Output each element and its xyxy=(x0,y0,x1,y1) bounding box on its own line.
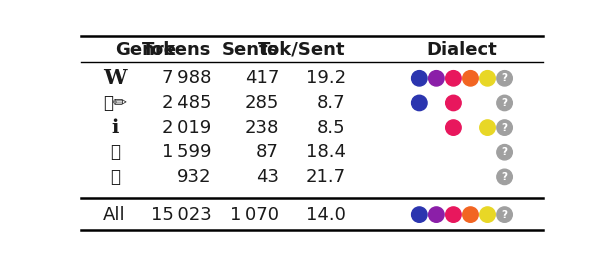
Circle shape xyxy=(497,144,513,160)
Text: 📋: 📋 xyxy=(110,168,120,186)
Circle shape xyxy=(497,71,513,86)
Circle shape xyxy=(412,207,427,222)
Text: 285: 285 xyxy=(244,94,279,112)
Text: ✨✏: ✨✏ xyxy=(103,94,126,112)
Text: All: All xyxy=(103,206,126,224)
Text: 15 023: 15 023 xyxy=(151,206,212,224)
Text: 238: 238 xyxy=(244,119,279,137)
Circle shape xyxy=(463,71,478,86)
Text: 21.7: 21.7 xyxy=(306,168,346,186)
Text: W: W xyxy=(103,68,126,88)
Text: 2 485: 2 485 xyxy=(162,94,212,112)
Text: 87: 87 xyxy=(256,143,279,161)
Text: 18.4: 18.4 xyxy=(306,143,346,161)
Text: Tokens: Tokens xyxy=(142,41,212,59)
Text: ?: ? xyxy=(502,98,508,108)
Text: 43: 43 xyxy=(256,168,279,186)
Circle shape xyxy=(412,71,427,86)
Text: 417: 417 xyxy=(244,69,279,87)
Text: 932: 932 xyxy=(177,168,212,186)
Circle shape xyxy=(463,207,478,222)
Text: Sents: Sents xyxy=(222,41,279,59)
Circle shape xyxy=(429,207,444,222)
Text: ?: ? xyxy=(502,147,508,157)
Text: Genre: Genre xyxy=(115,41,176,59)
Text: Tok/Sent: Tok/Sent xyxy=(258,41,346,59)
Circle shape xyxy=(480,120,496,135)
Text: ?: ? xyxy=(502,73,508,83)
Circle shape xyxy=(497,120,513,135)
Text: 8.5: 8.5 xyxy=(317,119,346,137)
Circle shape xyxy=(429,71,444,86)
Text: Dialect: Dialect xyxy=(427,41,497,59)
Circle shape xyxy=(446,71,461,86)
Circle shape xyxy=(446,207,461,222)
Circle shape xyxy=(480,71,496,86)
Text: 8.7: 8.7 xyxy=(317,94,346,112)
Text: 1 599: 1 599 xyxy=(162,143,212,161)
Circle shape xyxy=(446,120,461,135)
Text: ?: ? xyxy=(502,172,508,182)
Text: 19.2: 19.2 xyxy=(306,69,346,87)
Circle shape xyxy=(480,207,496,222)
Text: ℹ: ℹ xyxy=(111,118,119,137)
Circle shape xyxy=(497,207,513,222)
Text: ?: ? xyxy=(502,210,508,219)
Text: ?: ? xyxy=(502,122,508,133)
Circle shape xyxy=(446,95,461,111)
Text: 14.0: 14.0 xyxy=(306,206,346,224)
Text: 1 070: 1 070 xyxy=(230,206,279,224)
Circle shape xyxy=(497,95,513,111)
Text: 📶: 📶 xyxy=(110,143,120,161)
Circle shape xyxy=(497,169,513,185)
Text: 2 019: 2 019 xyxy=(162,119,212,137)
Circle shape xyxy=(412,95,427,111)
Text: 7 988: 7 988 xyxy=(162,69,212,87)
